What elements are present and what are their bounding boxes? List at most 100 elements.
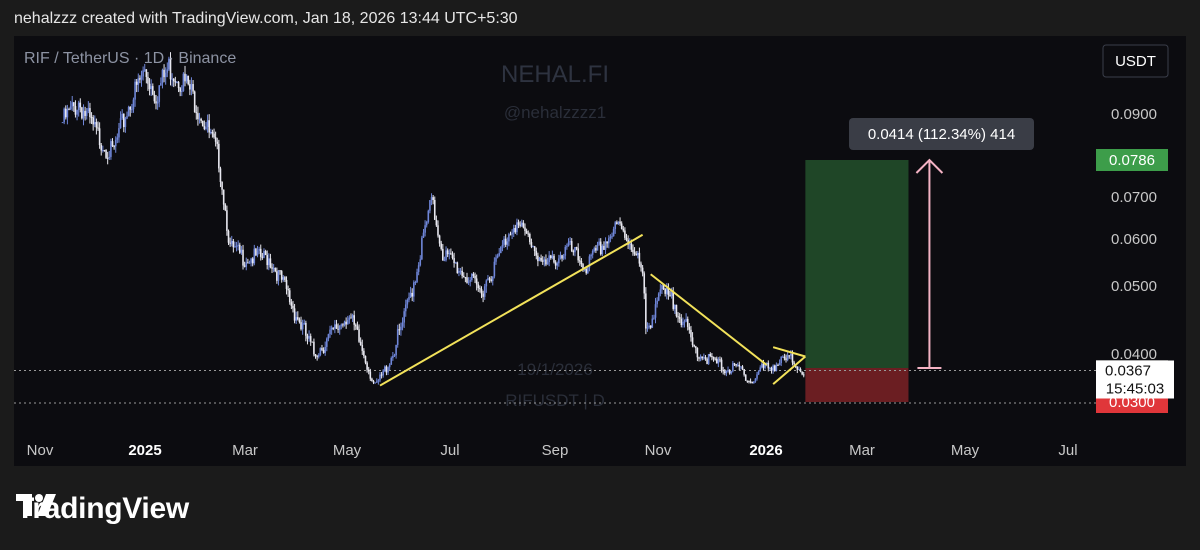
candle-body: [110, 141, 112, 157]
candle-body: [332, 327, 335, 329]
current-price-box: [1096, 360, 1174, 399]
price-chart[interactable]: NEHAL.FI @nehalzzzz1 19/1/2026 RIFUSDT |…: [14, 36, 1186, 466]
candle-body: [767, 362, 770, 369]
candle-body: [309, 336, 312, 342]
candle-body: [527, 233, 530, 235]
x-axis-tick-label: Sep: [542, 442, 569, 459]
candle-body: [108, 156, 111, 158]
candle-body: [301, 323, 304, 330]
candle-body: [699, 356, 702, 359]
candle-body: [403, 311, 405, 323]
candle-body: [322, 349, 325, 353]
candle-body: [646, 327, 649, 329]
candle-body: [751, 382, 753, 384]
candle-body: [485, 280, 488, 287]
candle-body: [214, 137, 217, 142]
candle-body: [329, 329, 331, 335]
candle-body: [293, 308, 296, 321]
candle-body: [453, 258, 455, 264]
candle-body: [106, 157, 109, 159]
candle-body: [495, 257, 497, 262]
candle-body: [114, 139, 117, 147]
candle-body: [487, 278, 489, 281]
y-axis-tick-label: 0.0700: [1111, 189, 1157, 206]
candle-body: [451, 254, 454, 259]
candle-body: [193, 91, 196, 113]
candle-body: [351, 315, 354, 318]
candle-body: [519, 224, 521, 226]
candle-body: [134, 81, 136, 100]
candle-body: [611, 236, 613, 238]
candle-body: [300, 322, 302, 330]
candle-body: [783, 356, 786, 359]
candle-body: [113, 146, 115, 148]
candle-body: [595, 248, 597, 251]
candle-body: [79, 102, 82, 108]
candle-body: [454, 262, 457, 264]
candle-body: [511, 232, 513, 235]
candle-body: [549, 255, 552, 259]
candle-body: [116, 137, 119, 140]
candle-body: [195, 112, 198, 114]
tradingview-logo-icon: [16, 494, 56, 516]
candle-body: [380, 374, 383, 376]
stop-loss-zone: [805, 368, 909, 402]
candle-body: [392, 356, 394, 358]
candle-body: [319, 348, 322, 356]
candle-body: [317, 355, 320, 357]
candle-body: [63, 108, 65, 123]
candle-body: [479, 288, 481, 290]
candle-body: [674, 304, 676, 309]
candle-body: [569, 241, 571, 243]
candle-body: [722, 369, 724, 372]
candle-body: [620, 223, 623, 229]
candle-body: [619, 221, 621, 224]
candle-body: [508, 234, 510, 242]
price-label-text: 0.0786: [1109, 152, 1155, 169]
candle-body: [738, 364, 741, 367]
x-axis-tick-label: Nov: [645, 442, 672, 459]
candle-body: [358, 329, 360, 342]
candle-body: [553, 255, 555, 263]
candle-body: [408, 297, 410, 300]
candle-body: [350, 317, 352, 319]
candle-body: [632, 249, 634, 253]
candle-body: [740, 366, 742, 368]
candle-body: [179, 88, 181, 92]
candle-body: [247, 262, 249, 264]
candle-body: [690, 329, 692, 338]
candle-body: [546, 261, 549, 265]
candle-body: [98, 128, 101, 146]
candle-body: [759, 367, 762, 372]
candle-body: [475, 278, 478, 285]
candle-body: [764, 363, 766, 368]
candle-body: [570, 241, 573, 251]
candle-body: [137, 78, 140, 85]
x-axis-tick-label: Mar: [849, 442, 875, 459]
candle-body: [359, 341, 362, 346]
currency-button-label[interactable]: USDT: [1115, 53, 1156, 70]
chart-area[interactable]: NEHAL.FI @nehalzzzz1 19/1/2026 RIFUSDT |…: [14, 36, 1186, 466]
candle-body: [224, 204, 227, 211]
candle-body: [459, 270, 462, 272]
candle-body: [327, 334, 330, 339]
candle-body: [337, 328, 339, 330]
measure-arrow-head: [915, 158, 944, 174]
candle-body: [437, 225, 439, 236]
candle-body: [313, 341, 315, 355]
symbol-legend: RIF / TetherUS · 1D · Binance: [24, 50, 236, 67]
candle-body: [707, 354, 710, 364]
candle-body: [363, 350, 365, 356]
candle-body: [744, 374, 747, 381]
candle-body: [321, 348, 323, 350]
candle-body: [445, 250, 447, 261]
candle-body: [89, 108, 91, 118]
candle-body: [171, 78, 173, 80]
candle-body: [682, 321, 684, 326]
currency-button[interactable]: [1102, 44, 1169, 78]
candle-body: [537, 255, 539, 262]
candle-body: [548, 255, 550, 262]
candle-body: [390, 357, 393, 365]
candle-body: [185, 75, 188, 82]
candle-body: [624, 230, 626, 238]
